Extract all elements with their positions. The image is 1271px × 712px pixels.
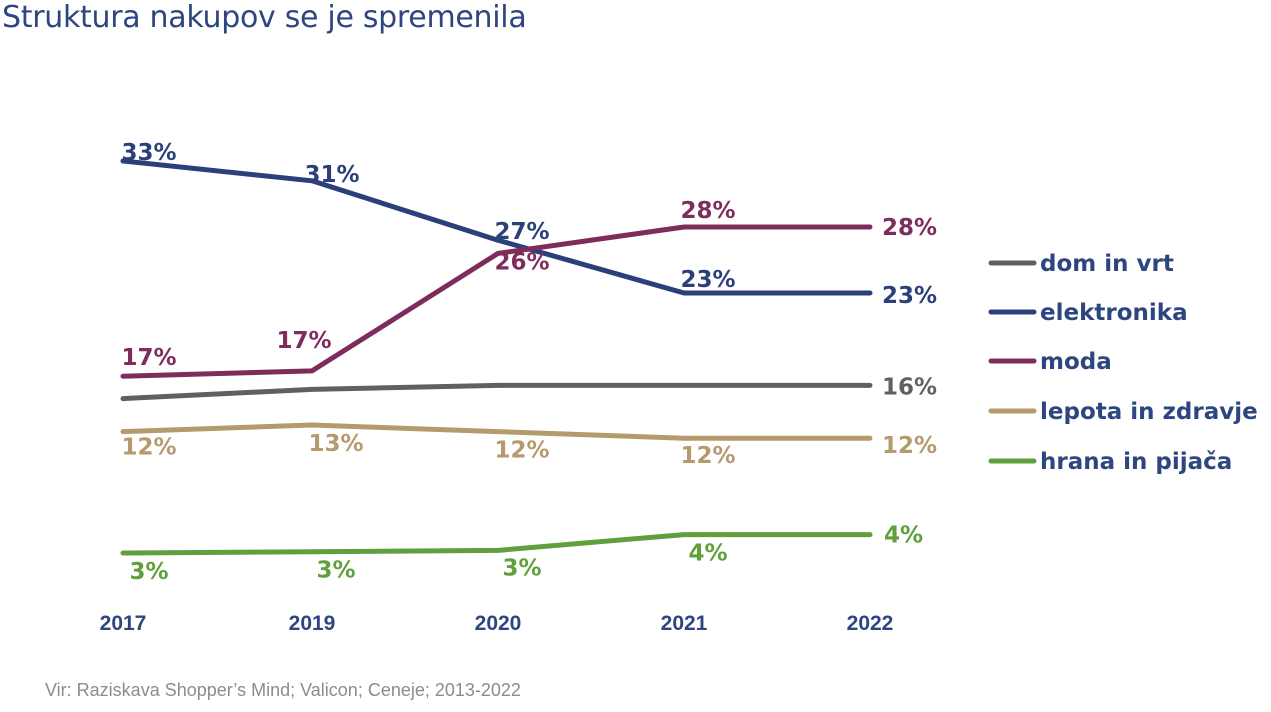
data-label: 17% [276,328,331,354]
x-tick-label: 2021 [661,612,708,635]
series-line-dom-in-vrt [120,382,873,402]
source-note: Vir: Raziskava Shopper’s Mind; Valicon; … [45,680,521,700]
series-line-hrana-in-pijača [120,532,873,556]
data-label: 13% [308,431,363,457]
legend-label: moda [1040,349,1112,375]
data-label: 27% [494,219,549,245]
data-label: 17% [121,345,176,371]
x-axis-ticks: 2017 2019 2020 2021 2022 [100,612,894,635]
legend-label: lepota in zdravje [1040,399,1258,425]
x-tick-label: 2022 [847,612,894,635]
data-label: 31% [304,162,359,188]
data-label: 28% [680,198,735,224]
data-label: 12% [882,433,937,459]
x-tick-label: 2017 [100,612,147,635]
data-label: 28% [882,215,937,241]
legend-label: hrana in pijača [1040,449,1232,475]
data-label: 23% [882,283,937,309]
data-labels: 16% 33% 31% 27% 23% 23% 17% 17% 26% 28% 28% 12% 13% 1… [121,140,937,585]
data-label: 12% [494,438,549,464]
legend-label: elektronika [1040,300,1188,326]
data-label: 4% [688,541,727,567]
data-label: 33% [121,140,176,166]
data-label: 12% [680,443,735,469]
data-label: 3% [502,555,541,581]
chart-title: Struktura nakupov se je spremenila [2,0,527,35]
data-label: 4% [884,523,923,549]
data-label: 12% [121,435,176,461]
data-label: 16% [882,374,937,400]
series-line-lepota-in-zdravje [120,422,873,441]
data-label: 23% [680,267,735,293]
x-tick-label: 2019 [289,612,336,635]
legend: dom in vrt elektronika moda lepota in zdrav… [988,251,1258,475]
series-lines [120,158,873,556]
data-label: 3% [129,559,168,585]
x-tick-label: 2020 [475,612,522,635]
series-line-elektronika [120,158,873,296]
data-label: 26% [494,249,549,275]
data-label: 3% [316,558,355,584]
series-line-moda [120,224,873,379]
legend-label: dom in vrt [1040,251,1174,277]
